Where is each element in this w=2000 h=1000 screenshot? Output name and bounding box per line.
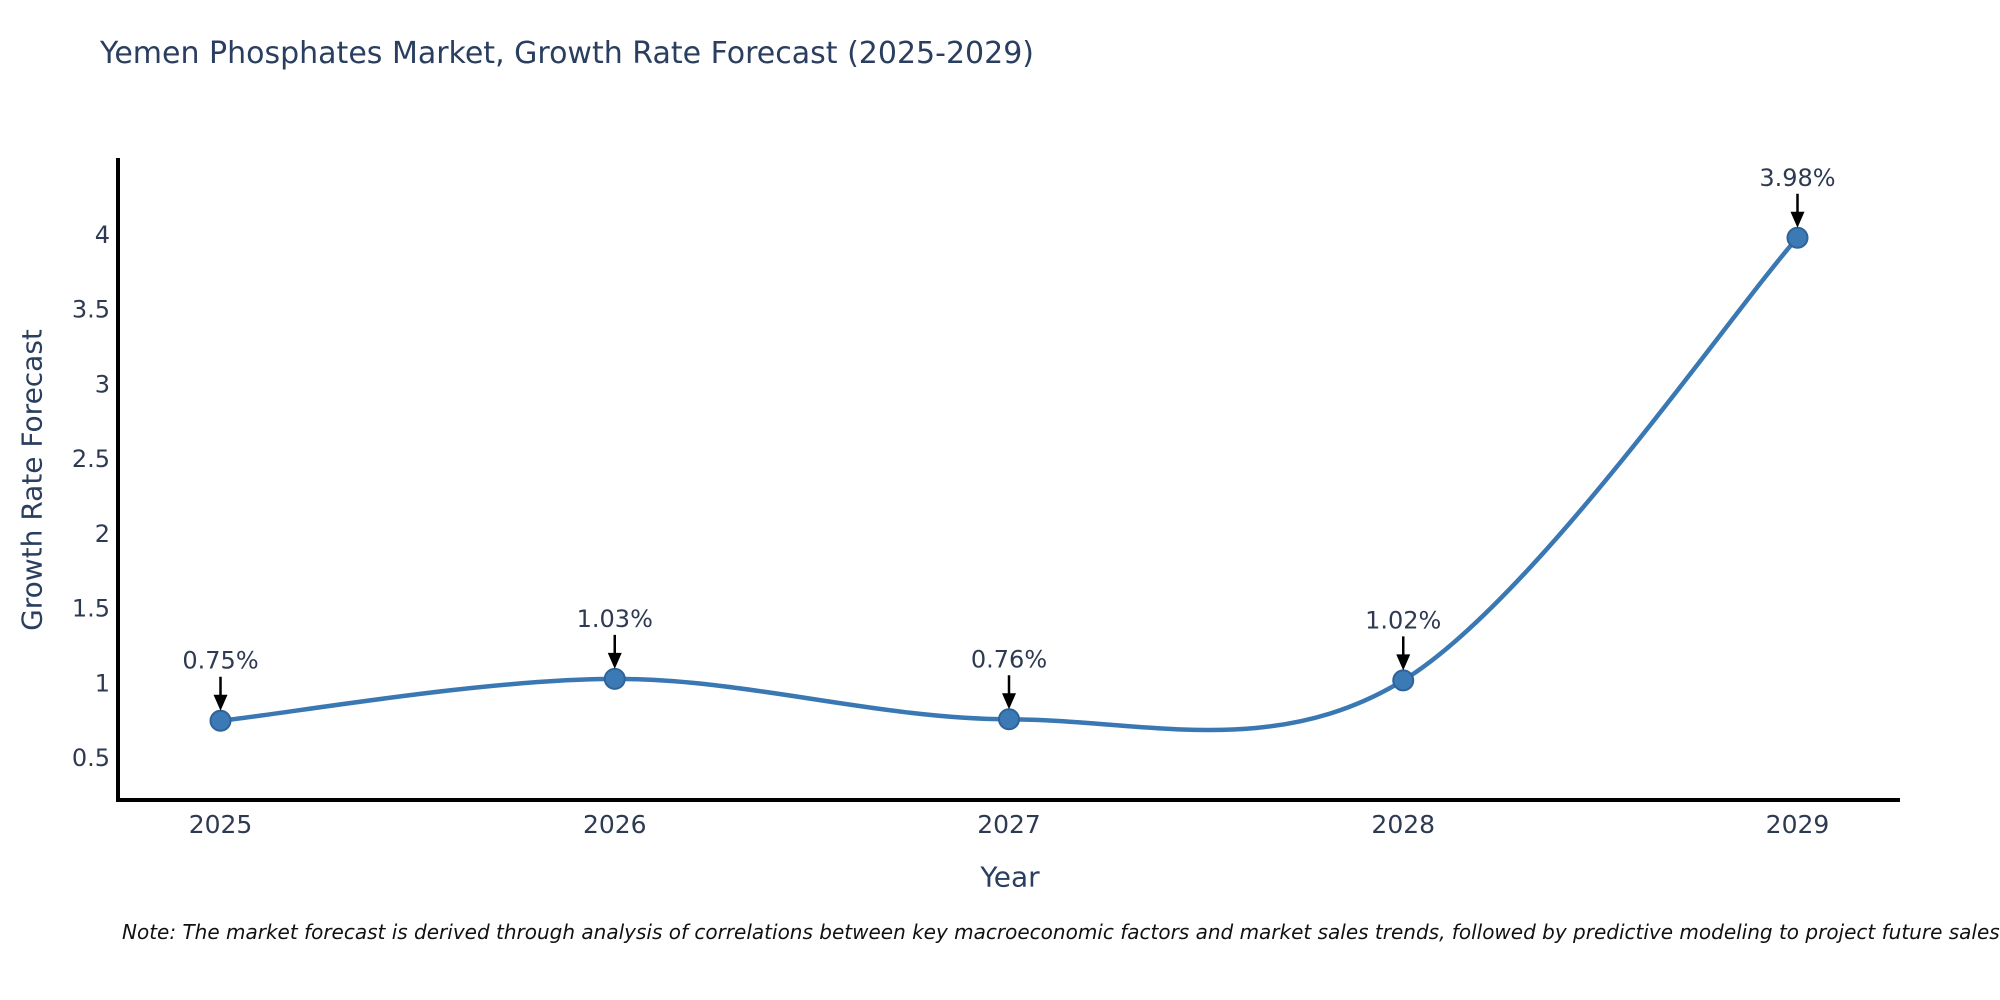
annotation-arrow-head-icon [213,694,228,711]
annotation-arrow-head-icon [1790,211,1805,228]
footnote: Note: The market forecast is derived thr… [122,920,2000,944]
data-point-label: 1.03% [577,605,653,633]
x-axis-title: Year [980,860,1040,894]
series-line [218,235,1800,733]
y-tick-label: 3.5 [72,296,110,324]
data-point-marker[interactable] [209,709,232,732]
annotation-arrow-head-icon [1002,693,1016,710]
x-tick-label: 2028 [1371,810,1435,839]
data-point-marker[interactable] [1392,669,1415,692]
annotation-arrow-head-icon [1396,654,1411,671]
chart-title: Yemen Phosphates Market, Growth Rate For… [100,36,1034,71]
data-point-marker[interactable] [1786,226,1809,249]
data-point-label: 1.02% [1365,606,1441,634]
x-tick-label: 2027 [977,810,1041,839]
y-tick-label: 2.5 [72,445,110,473]
y-tick-label: 0.5 [72,744,110,772]
annotation-arrow-head-icon [607,652,622,669]
y-tick-label: 1 [95,669,110,697]
data-point-marker[interactable] [603,667,626,690]
y-tick-label: 1.5 [72,595,110,623]
x-tick-label: 2025 [189,810,253,839]
y-tick-label: 2 [95,520,110,548]
x-tick-label: 2026 [583,810,647,839]
x-tick-label: 2029 [1766,810,1830,839]
y-tick-label: 3 [95,370,110,398]
data-point-label: 3.98% [1759,164,1835,192]
data-point-marker[interactable] [998,708,1020,731]
data-point-label: 0.75% [182,647,258,675]
data-point-label: 0.76% [971,645,1047,673]
y-tick-label: 4 [95,221,110,249]
